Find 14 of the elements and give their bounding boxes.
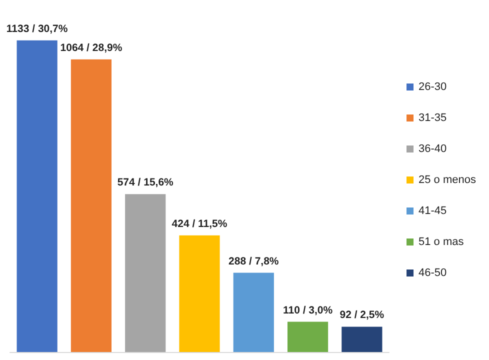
- legend-label: 25 o menos: [418, 174, 476, 186]
- legend-label: 46-50: [418, 267, 447, 279]
- data-label: 92 / 2,5%: [340, 309, 385, 322]
- legend-label: 26-30: [418, 81, 447, 93]
- data-label: 574 / 15,6%: [117, 176, 174, 189]
- data-label: 288 / 7,8%: [228, 255, 280, 268]
- legend-label: 31-35: [418, 112, 447, 124]
- legend-label: 36-40: [418, 143, 447, 155]
- data-label: 110 / 3,0%: [282, 304, 334, 316]
- data-label: 1133 / 30,7%: [6, 22, 68, 35]
- data-label: 1064 / 28,9%: [60, 42, 123, 54]
- legend-label: 51 o mas: [418, 236, 464, 248]
- legend-label: 41-45: [418, 205, 447, 217]
- data-label: 424 / 11,5%: [172, 218, 228, 230]
